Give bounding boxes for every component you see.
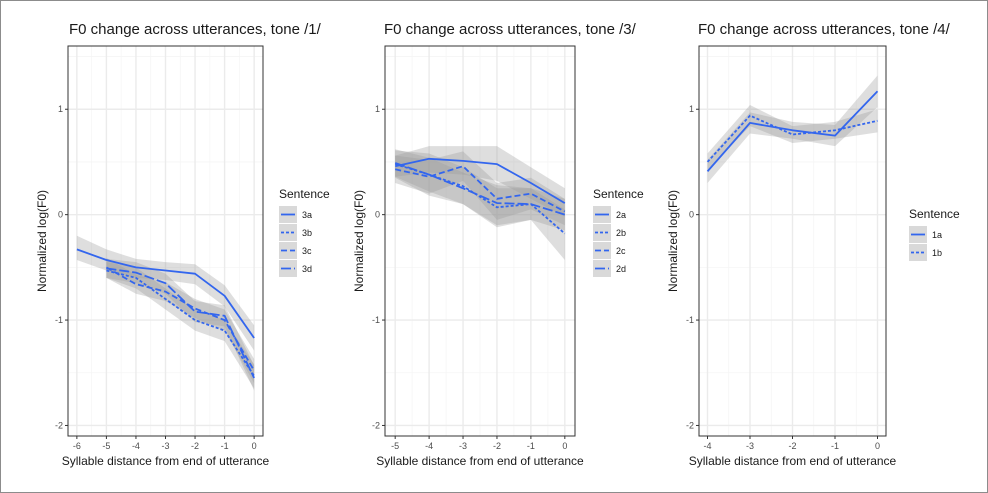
x-tick-label: 0 (562, 441, 567, 451)
legend: Sentence 3a 3b 3c 3d (279, 187, 330, 277)
y-axis-label: Normalized log(F0) (352, 190, 366, 292)
chart-title: F0 change across utterances, tone /4/ (698, 21, 951, 38)
chart-panel-3: F0 change across utterances, tone /4/ -4 -… (666, 21, 960, 468)
y-tick-label: 0 (58, 210, 63, 220)
x-tick-label: -1 (221, 441, 229, 451)
series-line-3b (106, 269, 255, 377)
y-tick-label: -1 (372, 315, 380, 325)
legend-label: 3b (302, 228, 312, 238)
x-axis-label: Syllable distance from end of utterance (376, 454, 584, 468)
y-axis-label: Normalized log(F0) (35, 190, 49, 292)
y-tick-label: -1 (686, 315, 694, 325)
y-axis-label: Normalized log(F0) (666, 190, 680, 292)
legend-label: 2a (616, 210, 626, 220)
series-line-3c (105, 266, 255, 372)
x-tick-label: -3 (746, 441, 754, 451)
x-tick-label: -1 (831, 441, 839, 451)
series-line-2a (395, 157, 566, 204)
series-line-3d (106, 267, 255, 379)
x-tick-label: -1 (527, 441, 535, 451)
series-line-3a (76, 248, 255, 339)
series-line-2b (394, 163, 566, 235)
legend: Sentence 2a 2b 2c 2d (593, 187, 644, 277)
legend-label: 2d (616, 264, 626, 274)
y-tick-label: -2 (372, 420, 380, 430)
y-tick-label: -2 (55, 420, 63, 430)
x-tick-label: -6 (73, 441, 81, 451)
x-tick-label: -3 (161, 441, 169, 451)
series-line-2d (394, 162, 566, 216)
legend-label: 3d (302, 264, 312, 274)
chart-panel-1: F0 change across utterances, tone /1/ -6 -… (35, 21, 330, 468)
y-tick-label: 0 (689, 210, 694, 220)
confidence-ribbon-1b (707, 105, 878, 171)
x-tick-label: 0 (875, 441, 880, 451)
legend-key-bg (279, 242, 297, 259)
confidence-ribbon-2c (395, 151, 565, 226)
confidence-ribbon-1a (707, 75, 878, 184)
y-tick-label: 1 (58, 104, 63, 114)
confidence-ribbon-2d (395, 149, 565, 231)
x-tick-label: -2 (788, 441, 796, 451)
legend-label: 2b (616, 228, 626, 238)
series-line-1b (706, 114, 878, 163)
legend-label: 3a (302, 210, 312, 220)
legend-title: Sentence (279, 187, 330, 201)
legend-label: 2c (616, 246, 626, 256)
x-tick-label: -5 (102, 441, 110, 451)
chart-panel-2: F0 change across utterances, tone /3/ -5 -… (352, 21, 644, 468)
x-axis-label: Syllable distance from end of utterance (62, 454, 270, 468)
plot-border (384, 45, 576, 437)
y-tick-label: 1 (375, 104, 380, 114)
legend-key-bg (593, 242, 611, 259)
y-tick-label: -2 (686, 420, 694, 430)
legend-title: Sentence (909, 207, 960, 221)
confidence-ribbon-3c (106, 257, 255, 384)
x-tick-label: -2 (191, 441, 199, 451)
confidence-ribbon-2a (395, 146, 565, 217)
x-tick-label: -4 (703, 441, 711, 451)
x-tick-label: -4 (132, 441, 140, 451)
legend-label: 1b (932, 248, 942, 258)
x-tick-label: -3 (459, 441, 467, 451)
confidence-ribbon-3d (106, 258, 255, 391)
chart-title: F0 change across utterances, tone /3/ (384, 21, 637, 38)
x-axis-label: Syllable distance from end of utterance (689, 454, 897, 468)
confidence-ribbon-3b (106, 262, 255, 389)
legend-title: Sentence (593, 187, 644, 201)
legend-label: 1a (932, 230, 942, 240)
x-tick-label: -4 (425, 441, 433, 451)
series-line-1a (706, 90, 879, 172)
series-line-2c (395, 165, 566, 213)
x-tick-label: 0 (252, 441, 257, 451)
x-tick-label: -2 (493, 441, 501, 451)
y-tick-label: 1 (689, 104, 694, 114)
legend-label: 3c (302, 246, 312, 256)
x-tick-label: -5 (391, 441, 399, 451)
legend: Sentence 1a 1b (909, 207, 960, 261)
chart-title: F0 change across utterances, tone /1/ (69, 21, 322, 38)
y-tick-label: -1 (55, 315, 63, 325)
y-tick-label: 0 (375, 210, 380, 220)
